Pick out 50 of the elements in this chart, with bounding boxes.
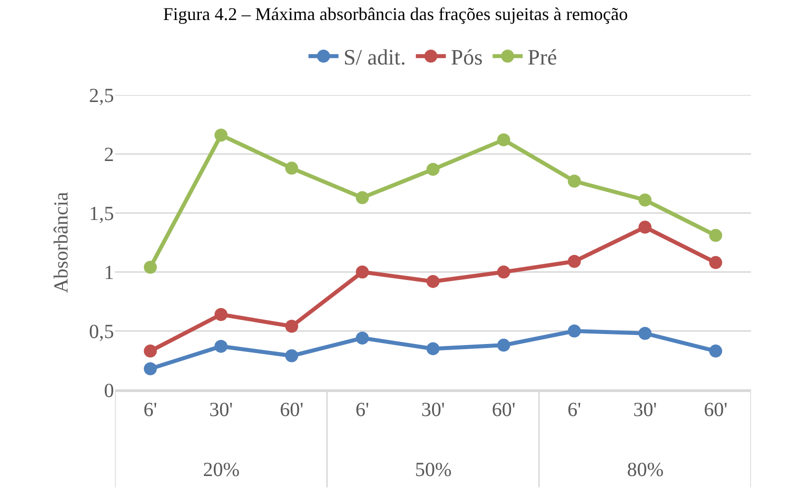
point: [285, 162, 298, 175]
x-tick-label: 60': [704, 398, 728, 421]
legend-label: S/ adit.: [344, 44, 406, 70]
point: [144, 260, 157, 274]
point: [356, 266, 369, 278]
x-tick-label: 60': [280, 398, 304, 421]
point: [356, 191, 369, 204]
point: [426, 162, 440, 176]
y-tick-label: 1,5: [89, 203, 114, 225]
y-tick-label: 0,5: [89, 321, 114, 343]
point: [709, 344, 722, 358]
y-tick-label: 2,5: [89, 85, 114, 107]
point: [497, 133, 510, 146]
point: [709, 256, 722, 270]
y-tick-label: 0: [104, 380, 114, 402]
point: [568, 174, 581, 188]
chart-title: Figura 4.2 – Máxima absorbância das frações sujeitas à remoção: [163, 4, 628, 24]
point: [709, 228, 722, 242]
point: [497, 338, 510, 352]
point: [285, 320, 298, 333]
x-tick-label: 30': [209, 398, 233, 421]
point: [214, 308, 228, 321]
point: [426, 342, 440, 356]
point: [497, 266, 510, 278]
text: 20%: [203, 459, 240, 481]
text: 80%: [627, 459, 664, 481]
point: [214, 340, 228, 353]
point: [568, 324, 581, 338]
legend-label: Pré: [528, 44, 557, 70]
x-tick-label: 6': [356, 398, 370, 421]
point: [214, 128, 228, 142]
point: [285, 349, 298, 362]
x-tick-label: 30': [421, 398, 445, 421]
x-tick-label: 60': [492, 398, 516, 421]
point: [356, 332, 369, 345]
point: [144, 344, 157, 358]
point: [638, 220, 652, 234]
legend-label: Pós: [450, 44, 483, 70]
point: [638, 326, 652, 340]
point: [638, 194, 652, 207]
y-tick-label: 2: [104, 144, 114, 166]
point: [426, 274, 440, 288]
point: [144, 362, 157, 376]
y-axis-title: Absorbância: [50, 192, 72, 294]
point: [568, 254, 581, 268]
y-tick-label: 1: [104, 262, 114, 284]
text: 50%: [415, 459, 452, 481]
x-tick-label: 6': [144, 398, 158, 421]
x-tick-label: 30': [633, 398, 657, 421]
x-tick-label: 6': [568, 398, 582, 421]
